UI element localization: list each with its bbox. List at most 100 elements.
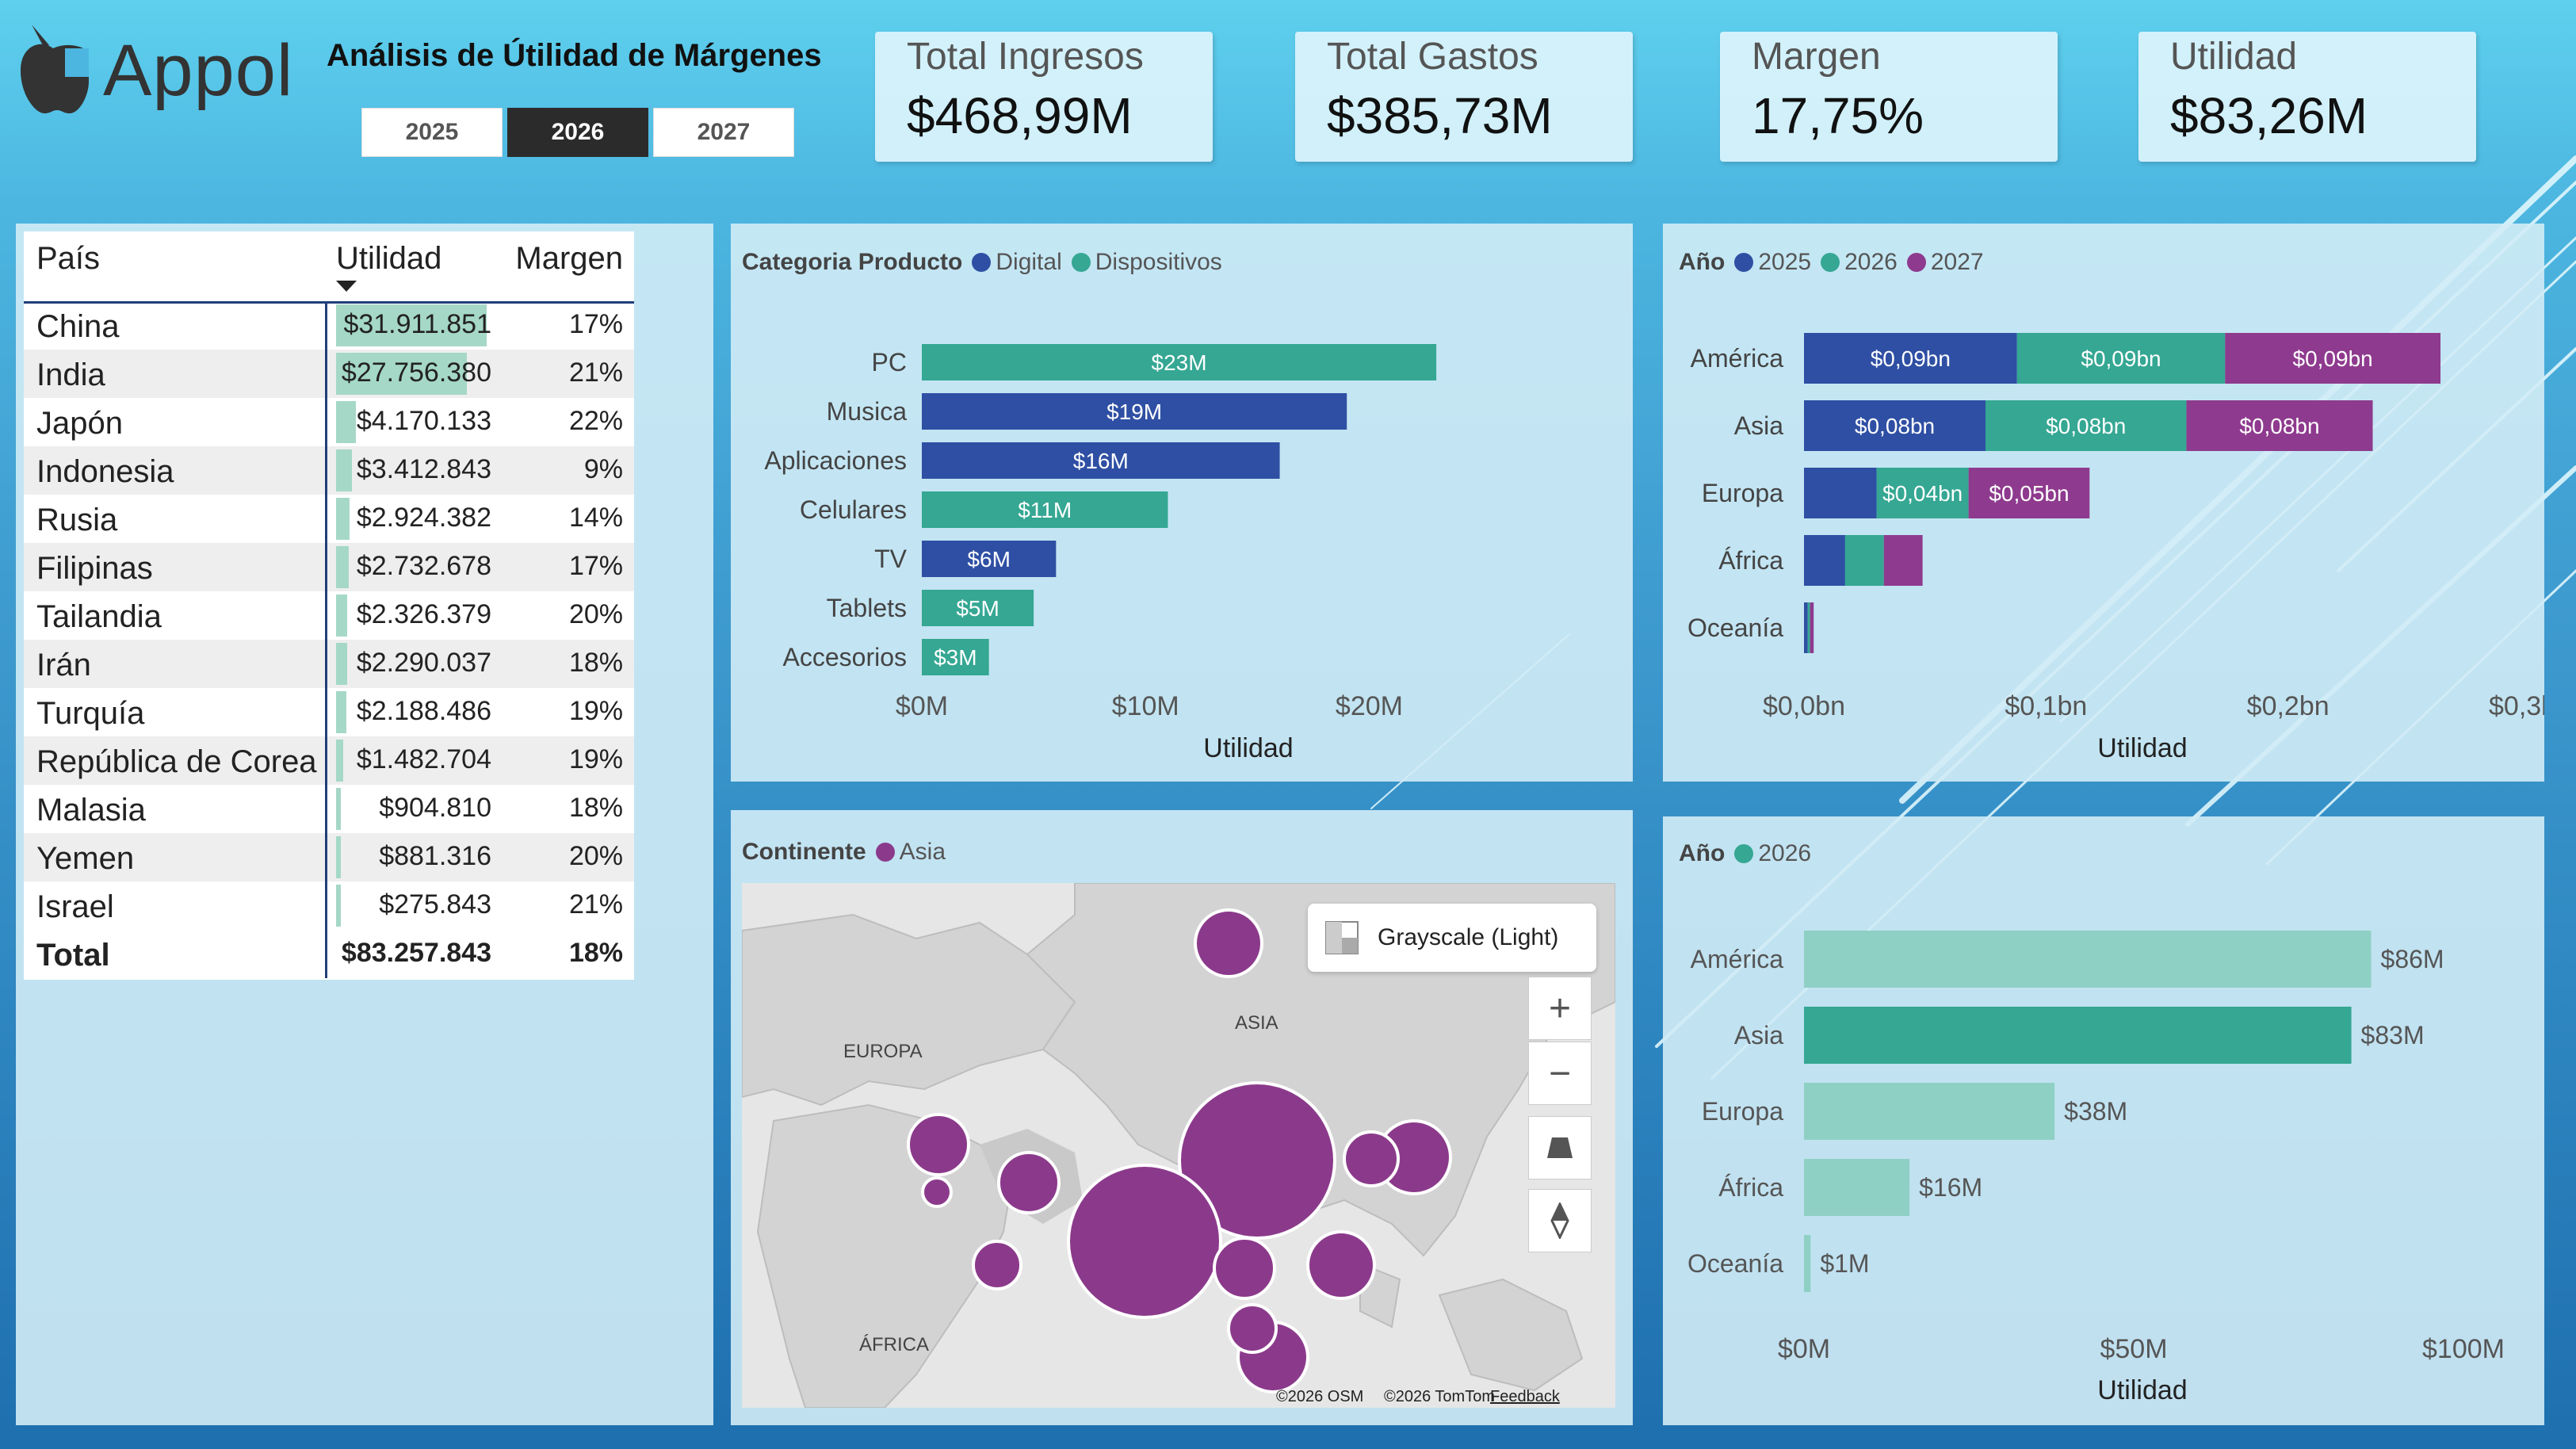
country-table[interactable]: País Utilidad Margen China $31.911.851 17%… <box>24 231 634 980</box>
table-row[interactable]: Indonesia $3.412.843 9% <box>24 446 634 495</box>
bar-oceanía-2027[interactable] <box>1810 602 1814 653</box>
legend-item-2025[interactable]: 2025 <box>1734 249 1811 276</box>
legend-item-2026[interactable]: 2026 <box>1821 249 1898 276</box>
legend-item-digital[interactable]: Digital <box>972 249 1062 276</box>
bar-aplicaciones[interactable] <box>922 442 1280 479</box>
data-label: $38M <box>2064 1097 2127 1126</box>
column-header-pais[interactable]: País <box>36 241 101 276</box>
bar-oceanía[interactable] <box>1804 1235 1811 1292</box>
bar-asia[interactable] <box>1804 1007 2352 1064</box>
bar-áfrica-2027[interactable] <box>1883 535 1923 586</box>
bar-oceanía-2025[interactable] <box>1804 602 1808 653</box>
column-header-utilidad[interactable]: Utilidad <box>336 241 442 276</box>
legend-item-2026[interactable]: 2026 <box>1734 840 1811 867</box>
bar-áfrica-2026[interactable] <box>1844 535 1884 586</box>
utilidad-cell: $31.911.851 <box>343 309 491 339</box>
legend-item-dispositivos[interactable]: Dispositivos <box>1071 249 1222 276</box>
category-label: Celulares <box>800 495 907 524</box>
utilidad-cell: $27.756.380 <box>341 357 491 388</box>
bubble-corea[interactable] <box>1343 1130 1400 1187</box>
bar-tablets[interactable] <box>922 590 1034 626</box>
continent-stacked-bar-chart[interactable]: $0,09bn $0,09bn $0,09bn América $0,08bn $0,08… <box>1663 224 2544 782</box>
table-row[interactable]: Irán $2.290.037 18% <box>24 640 634 688</box>
tilt-icon[interactable] <box>1528 1116 1592 1179</box>
kpi-total-gastos[interactable]: Total Gastos $385,73M <box>1295 32 1633 162</box>
legend-item-2027[interactable]: 2027 <box>1906 249 1984 276</box>
map-style-selector[interactable]: Grayscale (Light) <box>1308 904 1596 972</box>
kpi-value: $468,99M <box>907 87 1133 144</box>
bar-europa-2027[interactable] <box>1968 468 2090 518</box>
bar-áfrica[interactable] <box>1804 1159 1910 1216</box>
bubble-yemen[interactable] <box>972 1240 1022 1290</box>
continent-year-chart-panel: Año 2025 2026 2027 $0,09bn $0,09bn $0,09bn… <box>1663 224 2544 782</box>
data-label: $3M <box>934 645 977 670</box>
kpi-total-ingresos[interactable]: Total Ingresos $468,99M <box>875 32 1213 162</box>
category-label: Europa <box>1702 479 1783 507</box>
table-row[interactable]: China $31.911.851 17% <box>24 301 634 350</box>
bar-américa-2026[interactable] <box>2016 333 2226 384</box>
bubble-israel[interactable] <box>921 1176 953 1208</box>
bar-américa[interactable] <box>1804 931 2372 988</box>
country-cell: India <box>36 357 105 392</box>
legend-dot <box>1734 844 1754 863</box>
bar-europa-2026[interactable] <box>1876 468 1969 518</box>
bar-asia-2027[interactable] <box>2186 400 2373 451</box>
bubble-china[interactable] <box>1178 1081 1336 1240</box>
year-button-2027[interactable]: 2027 <box>653 108 794 157</box>
kpi-utilidad[interactable]: Utilidad $83,26M <box>2138 32 2476 162</box>
table-row[interactable]: República de Corea $1.482.704 19% <box>24 736 634 785</box>
bar-celulares[interactable] <box>922 491 1168 528</box>
data-label: $0,09bn <box>2081 346 2161 371</box>
bar-tv[interactable] <box>922 541 1057 577</box>
bar-musica[interactable] <box>922 393 1347 430</box>
bar-oceanía-2026[interactable] <box>1807 602 1810 653</box>
legend-dot <box>1071 253 1091 272</box>
map-feedback-link[interactable]: Feedback <box>1490 1388 1561 1405</box>
year-button-2025[interactable]: 2025 <box>361 108 503 157</box>
bar-accesorios[interactable] <box>922 639 989 675</box>
compass-icon[interactable] <box>1528 1189 1592 1252</box>
bubble-malasia[interactable] <box>1227 1303 1278 1354</box>
bubble-rusia[interactable] <box>1194 908 1263 978</box>
bar-asia-2025[interactable] <box>1804 400 1986 451</box>
bubble-filipinas[interactable] <box>1306 1230 1376 1300</box>
bar-américa-2025[interactable] <box>1804 333 2017 384</box>
table-row[interactable]: Malasia $904.810 18% <box>24 785 634 833</box>
product-bar-chart[interactable]: PC $23M Musica $19M Aplicaciones $16M Celulare… <box>731 224 1633 782</box>
margen-cell: 17% <box>568 551 623 581</box>
table-row[interactable]: Turquía $2.188.486 19% <box>24 688 634 736</box>
column-header-margen[interactable]: Margen <box>515 241 623 276</box>
bar-europa[interactable] <box>1804 1083 2055 1140</box>
country-cell: Malasia <box>36 793 146 828</box>
zoom-out-icon[interactable]: − <box>1528 1042 1592 1105</box>
bar-asia-2026[interactable] <box>1986 400 2187 451</box>
table-row[interactable]: Israel $275.843 21% <box>24 881 634 930</box>
continent-2026-bar-chart[interactable]: América $86M Asia $83M Europa $38M África $16M O… <box>1663 816 2544 1425</box>
year-button-2026[interactable]: 2026 <box>507 108 648 157</box>
bar-américa-2027[interactable] <box>2225 333 2441 384</box>
kpi-margen[interactable]: Margen 17,75% <box>1720 32 2058 162</box>
legend-item-asia[interactable]: Asia <box>875 839 946 866</box>
table-row[interactable]: Tailandia $2.326.379 20% <box>24 591 634 640</box>
table-row[interactable]: India $27.756.380 21% <box>24 350 634 398</box>
bar-áfrica-2025[interactable] <box>1804 535 1845 586</box>
legend-dot <box>1821 253 1840 272</box>
map-style-icon <box>1325 921 1359 954</box>
zoom-in-icon[interactable]: + <box>1528 977 1592 1040</box>
kpi-label: Margen <box>1752 36 1881 78</box>
sort-descending-icon[interactable] <box>336 281 357 292</box>
table-row[interactable]: Japón $4.170.133 22% <box>24 398 634 446</box>
table-row[interactable]: Yemen $881.316 20% <box>24 833 634 881</box>
bubble-tailandia[interactable] <box>1213 1237 1276 1300</box>
bubble-map[interactable]: EUROPA ASIA ÁFRICA ©2026 OSM ©2026 TomTo… <box>742 883 1615 1408</box>
bubble-turquia[interactable] <box>907 1113 970 1176</box>
bar-pc[interactable] <box>922 344 1437 380</box>
bubble-iran[interactable] <box>997 1151 1061 1214</box>
kpi-label: Total Ingresos <box>907 36 1144 78</box>
bubble-india[interactable] <box>1067 1164 1222 1319</box>
table-row[interactable]: Filipinas $2.732.678 17% <box>24 543 634 591</box>
margen-cell: 19% <box>568 744 623 774</box>
table-row[interactable]: Rusia $2.924.382 14% <box>24 495 634 543</box>
utilidad-cell: $3.412.843 <box>356 454 491 484</box>
bar-europa-2025[interactable] <box>1804 468 1877 518</box>
